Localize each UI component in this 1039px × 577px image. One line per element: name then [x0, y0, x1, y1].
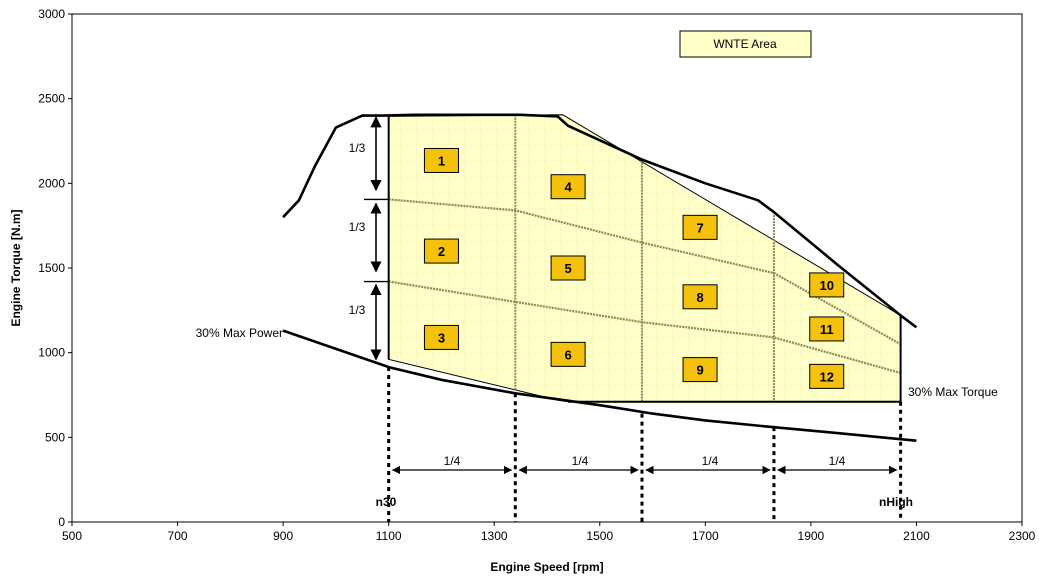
legend: WNTE Area	[679, 30, 812, 58]
x-tick-label: 1300	[481, 529, 508, 543]
quarter-label-3: 1/4	[702, 454, 719, 468]
y-axis-title: Engine Torque [N.m]	[9, 209, 23, 326]
max-torque-curve	[282, 113, 918, 329]
x-tick-label: 900	[273, 529, 293, 543]
zone-label: 4	[564, 180, 572, 195]
quarter-label-2: 1/4	[572, 454, 589, 468]
wnte-area	[388, 114, 902, 403]
x-axis-title: Engine Speed [rpm]	[490, 560, 603, 574]
y-tick-label: 500	[45, 430, 65, 444]
n30-label: n30	[376, 495, 397, 509]
y-tick-label: 1000	[38, 346, 65, 360]
zone-box	[809, 316, 845, 342]
zone-box	[682, 357, 718, 383]
x-tick-label: 2100	[903, 529, 930, 543]
third-label-bottom: 1/3	[349, 303, 366, 317]
zone-label: 6	[564, 347, 571, 362]
zone-label: 2	[438, 244, 445, 259]
quarter-label-1: 1/4	[444, 454, 461, 468]
x-tick-label: 1700	[692, 529, 719, 543]
y-tick-label: 2500	[38, 92, 65, 106]
zone-box	[550, 255, 586, 281]
zone-label: 3	[438, 330, 445, 345]
zone-box	[423, 324, 459, 350]
legend-label: WNTE Area	[713, 37, 777, 51]
wnte-area-layer	[388, 114, 902, 403]
guide-layer	[364, 116, 903, 522]
third-label-mid: 1/3	[349, 220, 366, 234]
zone-label: 7	[696, 220, 703, 235]
zone-box	[550, 341, 586, 367]
zone-label: 5	[564, 261, 571, 276]
x-tick-label: 500	[62, 529, 82, 543]
zone-label: 10	[819, 278, 833, 293]
third-label-top: 1/3	[349, 141, 366, 155]
tick-layer: 500 700 900 1100 1300 1500 1700 1900 2100 2300050…	[38, 7, 1035, 543]
zone-box	[550, 174, 586, 200]
y-tick-label: 0	[58, 515, 65, 529]
30%-max-power-curve	[388, 365, 917, 442]
torque-divider-line	[388, 280, 901, 375]
zone-box	[682, 284, 718, 310]
max-power-label: 30% Max Power	[196, 326, 283, 340]
zone-label: 9	[696, 363, 703, 378]
zone-label: 11	[820, 322, 834, 337]
zone-layer: 1 4 2 7 5 10 8 11 3 6 9 12	[423, 147, 845, 389]
x-tick-label: 1900	[798, 529, 825, 543]
legend-box	[679, 30, 812, 58]
zone-box	[682, 214, 718, 240]
zone-label: 12	[819, 369, 833, 384]
x-tick-label: 700	[168, 529, 188, 543]
zone-box	[423, 147, 459, 173]
zone-box	[809, 272, 845, 298]
y-tick-label: 2000	[38, 176, 65, 190]
zone-label: 8	[696, 290, 703, 305]
y-tick-label: 1500	[38, 261, 65, 275]
x-tick-label: 1100	[376, 529, 402, 543]
y-tick-label: 3000	[38, 7, 65, 21]
x-tick-label: 1500	[586, 529, 613, 543]
max-torque-label: 30% Max Torque	[908, 385, 998, 399]
zone-label: 1	[438, 153, 445, 168]
zone-box	[423, 238, 459, 264]
quarter-label-4: 1/4	[829, 454, 846, 468]
nhigh-label: nHigh	[879, 495, 913, 509]
zone-box	[809, 363, 845, 389]
curve-layer	[282, 113, 918, 442]
max-power-curve-extension	[282, 329, 390, 369]
x-tick-label: 2300	[1009, 529, 1036, 543]
